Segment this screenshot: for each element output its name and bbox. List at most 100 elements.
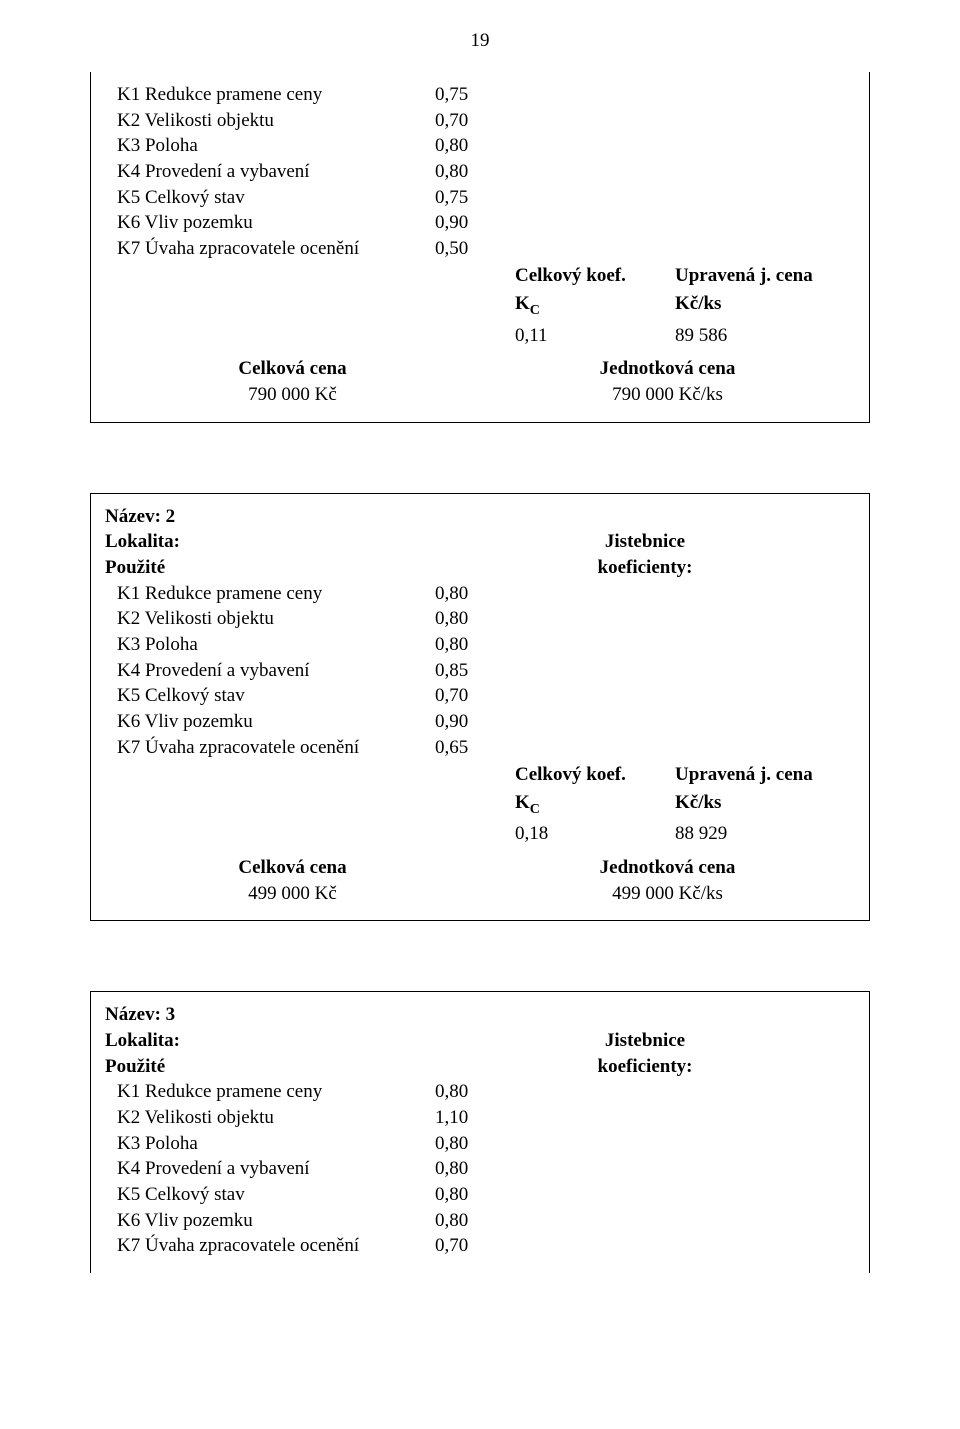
kc-label: KC (515, 291, 675, 321)
block3-title: Název: 3 (105, 1002, 855, 1028)
locality-value: Jistebnice (435, 529, 855, 555)
coef-row-value: 0,90 (435, 709, 495, 735)
coef-data-row: K4 Provedení a vybavení0,80 (105, 1156, 855, 1182)
coef-row-label: K3 Poloha (105, 133, 435, 159)
block-1-inner: K1 Redukce pramene ceny0,75K2 Velikosti … (91, 72, 869, 422)
block3-rows: K1 Redukce pramene ceny0,80K2 Velikosti … (105, 1079, 855, 1258)
coef-row-value: 0,90 (435, 210, 495, 236)
coef-row-value: 0,80 (435, 606, 495, 632)
coef-data-row: K1 Redukce pramene ceny0,80 (105, 1079, 855, 1105)
coef-row-value: 1,10 (435, 1105, 495, 1131)
coef-row-value: 0,80 (435, 1208, 495, 1234)
locality-value: Jistebnice (435, 1028, 855, 1054)
coef-data-row: K3 Poloha0,80 (105, 1131, 855, 1157)
unitprice-value: 790 000 Kč/ks (480, 382, 855, 408)
coef-data-row: K1 Redukce pramene ceny0,80 (105, 581, 855, 607)
coef-data-row: K3 Poloha0,80 (105, 632, 855, 658)
coef-data-row: K2 Velikosti objektu0,70 (105, 108, 855, 134)
coef-data-row: K2 Velikosti objektu0,80 (105, 606, 855, 632)
total-label: Celková cena (105, 356, 480, 382)
total-label: Celková cena (105, 855, 480, 881)
koef-header-right: Upravená j. cena (675, 762, 855, 788)
coef-row-value: 0,65 (435, 735, 495, 761)
kc-values: 0,18 88 929 (105, 821, 855, 847)
block-3-inner: Název: 3 Lokalita: Jistebnice Použité ko… (91, 992, 869, 1272)
coef-row-label: K4 Provedení a vybavení (105, 1156, 435, 1182)
block2-title: Název: 2 (105, 504, 855, 530)
coef-row-value: 0,70 (435, 683, 495, 709)
coef-row-value: 0,80 (435, 133, 495, 159)
coef-row-value: 0,85 (435, 658, 495, 684)
koef-header: Celkový koef. Upravená j. cena (105, 762, 855, 788)
coef-row-label: K5 Celkový stav (105, 1182, 435, 1208)
locality-label: Lokalita: (105, 1028, 435, 1054)
coef-row-label: K5 Celkový stav (105, 683, 435, 709)
coef-row-label: K5 Celkový stav (105, 185, 435, 211)
unit-label: Kč/ks (675, 291, 855, 321)
koef-header: Celkový koef. Upravená j. cena (105, 263, 855, 289)
coef-data-row: K6 Vliv pozemku0,90 (105, 709, 855, 735)
total-col: Celková cena 790 000 Kč (105, 356, 480, 407)
kc-label: KC (515, 790, 675, 820)
coef-data-row: K5 Celkový stav0,80 (105, 1182, 855, 1208)
coef-row-value: 0,80 (435, 1156, 495, 1182)
locality-row: Lokalita: Jistebnice (105, 1028, 855, 1054)
coef-row-label: K7 Úvaha zpracovatele ocenění (105, 1233, 435, 1259)
unitprice-label: Jednotková cena (480, 855, 855, 881)
unitprice-label: Jednotková cena (480, 356, 855, 382)
unitprice-col: Jednotková cena 499 000 Kč/ks (480, 855, 855, 906)
kc-row: KC Kč/ks (105, 291, 855, 321)
unit-value: 88 929 (675, 821, 855, 847)
unit-value: 89 586 (675, 323, 855, 349)
coef-row-label: K4 Provedení a vybavení (105, 159, 435, 185)
coef-data-row: K4 Provedení a vybavení0,85 (105, 658, 855, 684)
coef-row-value: 0,50 (435, 236, 495, 262)
block2-rows: K1 Redukce pramene ceny0,80K2 Velikosti … (105, 581, 855, 760)
coef-row-value: 0,80 (435, 1131, 495, 1157)
coef-data-row: K7 Úvaha zpracovatele ocenění0,65 (105, 735, 855, 761)
used-label: Použité (105, 1054, 435, 1080)
koef-header-left: Celkový koef. (515, 762, 675, 788)
coef-row: Použité koeficienty: (105, 1054, 855, 1080)
coef-data-row: K2 Velikosti objektu1,10 (105, 1105, 855, 1131)
coef-row-label: K6 Vliv pozemku (105, 1208, 435, 1234)
coef-data-row: K1 Redukce pramene ceny0,75 (105, 82, 855, 108)
coef-data-row: K7 Úvaha zpracovatele ocenění0,50 (105, 236, 855, 262)
totals: Celková cena 499 000 Kč Jednotková cena … (105, 855, 855, 906)
kc-row: KC Kč/ks (105, 790, 855, 820)
coef-row-label: K7 Úvaha zpracovatele ocenění (105, 236, 435, 262)
coef-row-label: K2 Velikosti objektu (105, 606, 435, 632)
block1-rows: K1 Redukce pramene ceny0,75K2 Velikosti … (105, 82, 855, 261)
koef-header-right: Upravená j. cena (675, 263, 855, 289)
block-2: Název: 2 Lokalita: Jistebnice Použité ko… (90, 493, 870, 922)
coef-row-label: K6 Vliv pozemku (105, 709, 435, 735)
koef-header-left: Celkový koef. (515, 263, 675, 289)
coef-row-value: 0,75 (435, 185, 495, 211)
coef-data-row: K4 Provedení a vybavení0,80 (105, 159, 855, 185)
coef-row-label: K6 Vliv pozemku (105, 210, 435, 236)
coef-row-value: 0,80 (435, 581, 495, 607)
coef-row-label: K4 Provedení a vybavení (105, 658, 435, 684)
coef-label: koeficienty: (435, 555, 855, 581)
coef-row-label: K3 Poloha (105, 1131, 435, 1157)
coef-data-row: K6 Vliv pozemku0,90 (105, 210, 855, 236)
coef-data-row: K5 Celkový stav0,75 (105, 185, 855, 211)
kc-value: 0,11 (515, 323, 675, 349)
total-value: 790 000 Kč (105, 382, 480, 408)
block-2-inner: Název: 2 Lokalita: Jistebnice Použité ko… (91, 494, 869, 921)
used-label: Použité (105, 555, 435, 581)
unitprice-col: Jednotková cena 790 000 Kč/ks (480, 356, 855, 407)
total-col: Celková cena 499 000 Kč (105, 855, 480, 906)
coef-row-value: 0,70 (435, 1233, 495, 1259)
kc-values: 0,11 89 586 (105, 323, 855, 349)
coef-row-value: 0,80 (435, 159, 495, 185)
block-1: K1 Redukce pramene ceny0,75K2 Velikosti … (90, 72, 870, 423)
coef-row-label: K1 Redukce pramene ceny (105, 1079, 435, 1105)
unitprice-value: 499 000 Kč/ks (480, 881, 855, 907)
coef-row-label: K1 Redukce pramene ceny (105, 581, 435, 607)
unit-label: Kč/ks (675, 790, 855, 820)
kc-value: 0,18 (515, 821, 675, 847)
totals: Celková cena 790 000 Kč Jednotková cena … (105, 356, 855, 407)
coef-label: koeficienty: (435, 1054, 855, 1080)
locality-label: Lokalita: (105, 529, 435, 555)
